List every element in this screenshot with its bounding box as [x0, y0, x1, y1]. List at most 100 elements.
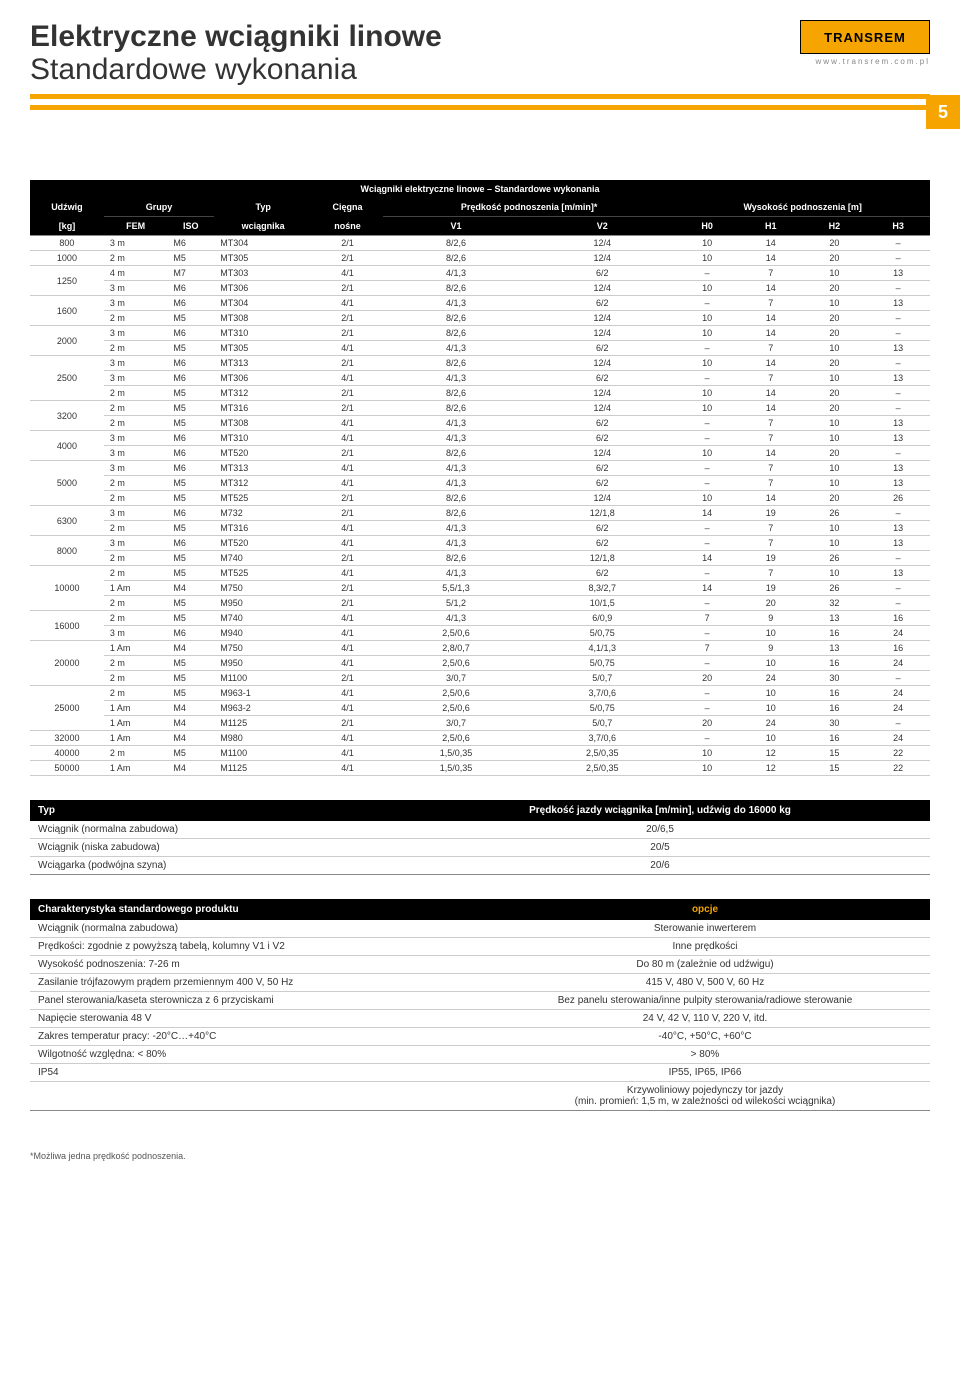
- cell: 10: [803, 476, 867, 491]
- table-row: 2 mM5MT3082/18/2,612/4101420–: [30, 311, 930, 326]
- table-row: 63003 mM6M7322/18/2,612/1,8141926–: [30, 506, 930, 521]
- table-row: 3 mM6MT3064/14/1,36/2–71013: [30, 371, 930, 386]
- cell: MT310: [214, 326, 312, 341]
- cell: 10: [739, 656, 803, 671]
- cell: MT305: [214, 251, 312, 266]
- col-predkosc: Prędkość podnoszenia [m/min]*: [383, 198, 675, 217]
- table-row: Zakres temperatur pracy: -20°C…+40°C-40°…: [30, 1028, 930, 1046]
- cell: 3/0,7: [383, 716, 529, 731]
- cell-udzwig: 2500: [30, 356, 104, 401]
- cell: 16: [803, 731, 867, 746]
- cell: -40°C, +50°C, +60°C: [480, 1028, 930, 1046]
- cell: MT312: [214, 476, 312, 491]
- footnote: *Możliwa jedna prędkość podnoszenia.: [30, 1151, 930, 1161]
- cell: 10: [803, 566, 867, 581]
- table-row: Wciągnik (normalna zabudowa)20/6,5: [30, 821, 930, 839]
- cell: M6: [167, 461, 214, 476]
- cell-udzwig: 20000: [30, 641, 104, 686]
- cell: 4/1: [312, 611, 383, 626]
- cell: 10: [803, 341, 867, 356]
- cell: –: [866, 551, 930, 566]
- cell: 2/1: [312, 716, 383, 731]
- cell: [30, 1082, 480, 1111]
- cell: MT308: [214, 311, 312, 326]
- cell: 3/0,7: [383, 671, 529, 686]
- cell: 7: [739, 461, 803, 476]
- cell: –: [866, 506, 930, 521]
- table-row: 400002 mM5M11004/11,5/0,352,5/0,35101215…: [30, 746, 930, 761]
- cell: –: [675, 701, 739, 716]
- cell: M6: [167, 431, 214, 446]
- table-row: Wilgotność względna: < 80%> 80%: [30, 1046, 930, 1064]
- cell: 10: [675, 761, 739, 776]
- cell: 4/1: [312, 341, 383, 356]
- cell-udzwig: 10000: [30, 566, 104, 611]
- cell: 24 V, 42 V, 110 V, 220 V, itd.: [480, 1010, 930, 1028]
- cell: 6/2: [529, 341, 675, 356]
- cell: 4/1,3: [383, 341, 529, 356]
- cell: 8/2,6: [383, 311, 529, 326]
- cell: 2/1: [312, 356, 383, 371]
- table-row: Wysokość podnoszenia: 7-26 mDo 80 m (zal…: [30, 956, 930, 974]
- cell: –: [866, 401, 930, 416]
- cell: M6: [167, 296, 214, 311]
- cell: 7: [675, 641, 739, 656]
- table-row: Napięcie sterowania 48 V24 V, 42 V, 110 …: [30, 1010, 930, 1028]
- cell: 4/1: [312, 746, 383, 761]
- cell: 4/1: [312, 626, 383, 641]
- cell: Wciągnik (normalna zabudowa): [30, 821, 390, 839]
- cell: 2 m: [104, 416, 168, 431]
- cell: 12/4: [529, 326, 675, 341]
- table-row: 1 AmM4M7502/15,5/1,38,3/2,7141926–: [30, 581, 930, 596]
- cell: Do 80 m (zależnie od udźwigu): [480, 956, 930, 974]
- cell: 10: [803, 266, 867, 281]
- cell: M6: [167, 506, 214, 521]
- cell: M5: [167, 656, 214, 671]
- cell-udzwig: 2000: [30, 326, 104, 356]
- table-row: 1 AmM4M963-24/12,5/0,65/0,75–101624: [30, 701, 930, 716]
- cell: 2/1: [312, 581, 383, 596]
- cell: 24: [866, 701, 930, 716]
- options-col-right: opcje: [480, 899, 930, 920]
- yellow-stripe: [30, 105, 930, 110]
- cell: 4/1: [312, 521, 383, 536]
- cell: 6/2: [529, 371, 675, 386]
- cell: 5/0,7: [529, 716, 675, 731]
- cell: 6/2: [529, 266, 675, 281]
- cell: 1,5/0,35: [383, 746, 529, 761]
- cell: M4: [167, 716, 214, 731]
- cell: 19: [739, 506, 803, 521]
- table-row: 8003 mM6MT3042/18/2,612/4101420–: [30, 236, 930, 251]
- options-col-left: Charakterystyka standardowego produktu: [30, 899, 480, 920]
- cell-udzwig: 5000: [30, 461, 104, 506]
- cell: 14: [675, 581, 739, 596]
- cell: 7: [739, 266, 803, 281]
- cell: 13: [866, 416, 930, 431]
- cell: 1 Am: [104, 731, 168, 746]
- cell: 16: [866, 611, 930, 626]
- cell: 3,7/0,6: [529, 731, 675, 746]
- cell: 10: [675, 311, 739, 326]
- cell: 10: [803, 521, 867, 536]
- cell: M4: [167, 581, 214, 596]
- cell: M6: [167, 371, 214, 386]
- table-row: 2 mM5M11002/13/0,75/0,7202430–: [30, 671, 930, 686]
- cell: 13: [866, 461, 930, 476]
- cell: 3 m: [104, 371, 168, 386]
- col-ciegna: Cięgna: [312, 198, 383, 217]
- cell: MT304: [214, 296, 312, 311]
- cell: 14: [675, 506, 739, 521]
- table-row: 200001 AmM4M7504/12,8/0,74,1/1,3791316: [30, 641, 930, 656]
- cell: 4/1,3: [383, 371, 529, 386]
- cell: 10/1,5: [529, 596, 675, 611]
- cell: 2/1: [312, 491, 383, 506]
- cell: 10: [675, 251, 739, 266]
- cell: MT310: [214, 431, 312, 446]
- cell: 2,5/0,6: [383, 701, 529, 716]
- cell: 415 V, 480 V, 500 V, 60 Hz: [480, 974, 930, 992]
- cell: 1 Am: [104, 716, 168, 731]
- cell: 16: [803, 626, 867, 641]
- cell: M750: [214, 641, 312, 656]
- cell: 19: [739, 551, 803, 566]
- cell: 4/1: [312, 476, 383, 491]
